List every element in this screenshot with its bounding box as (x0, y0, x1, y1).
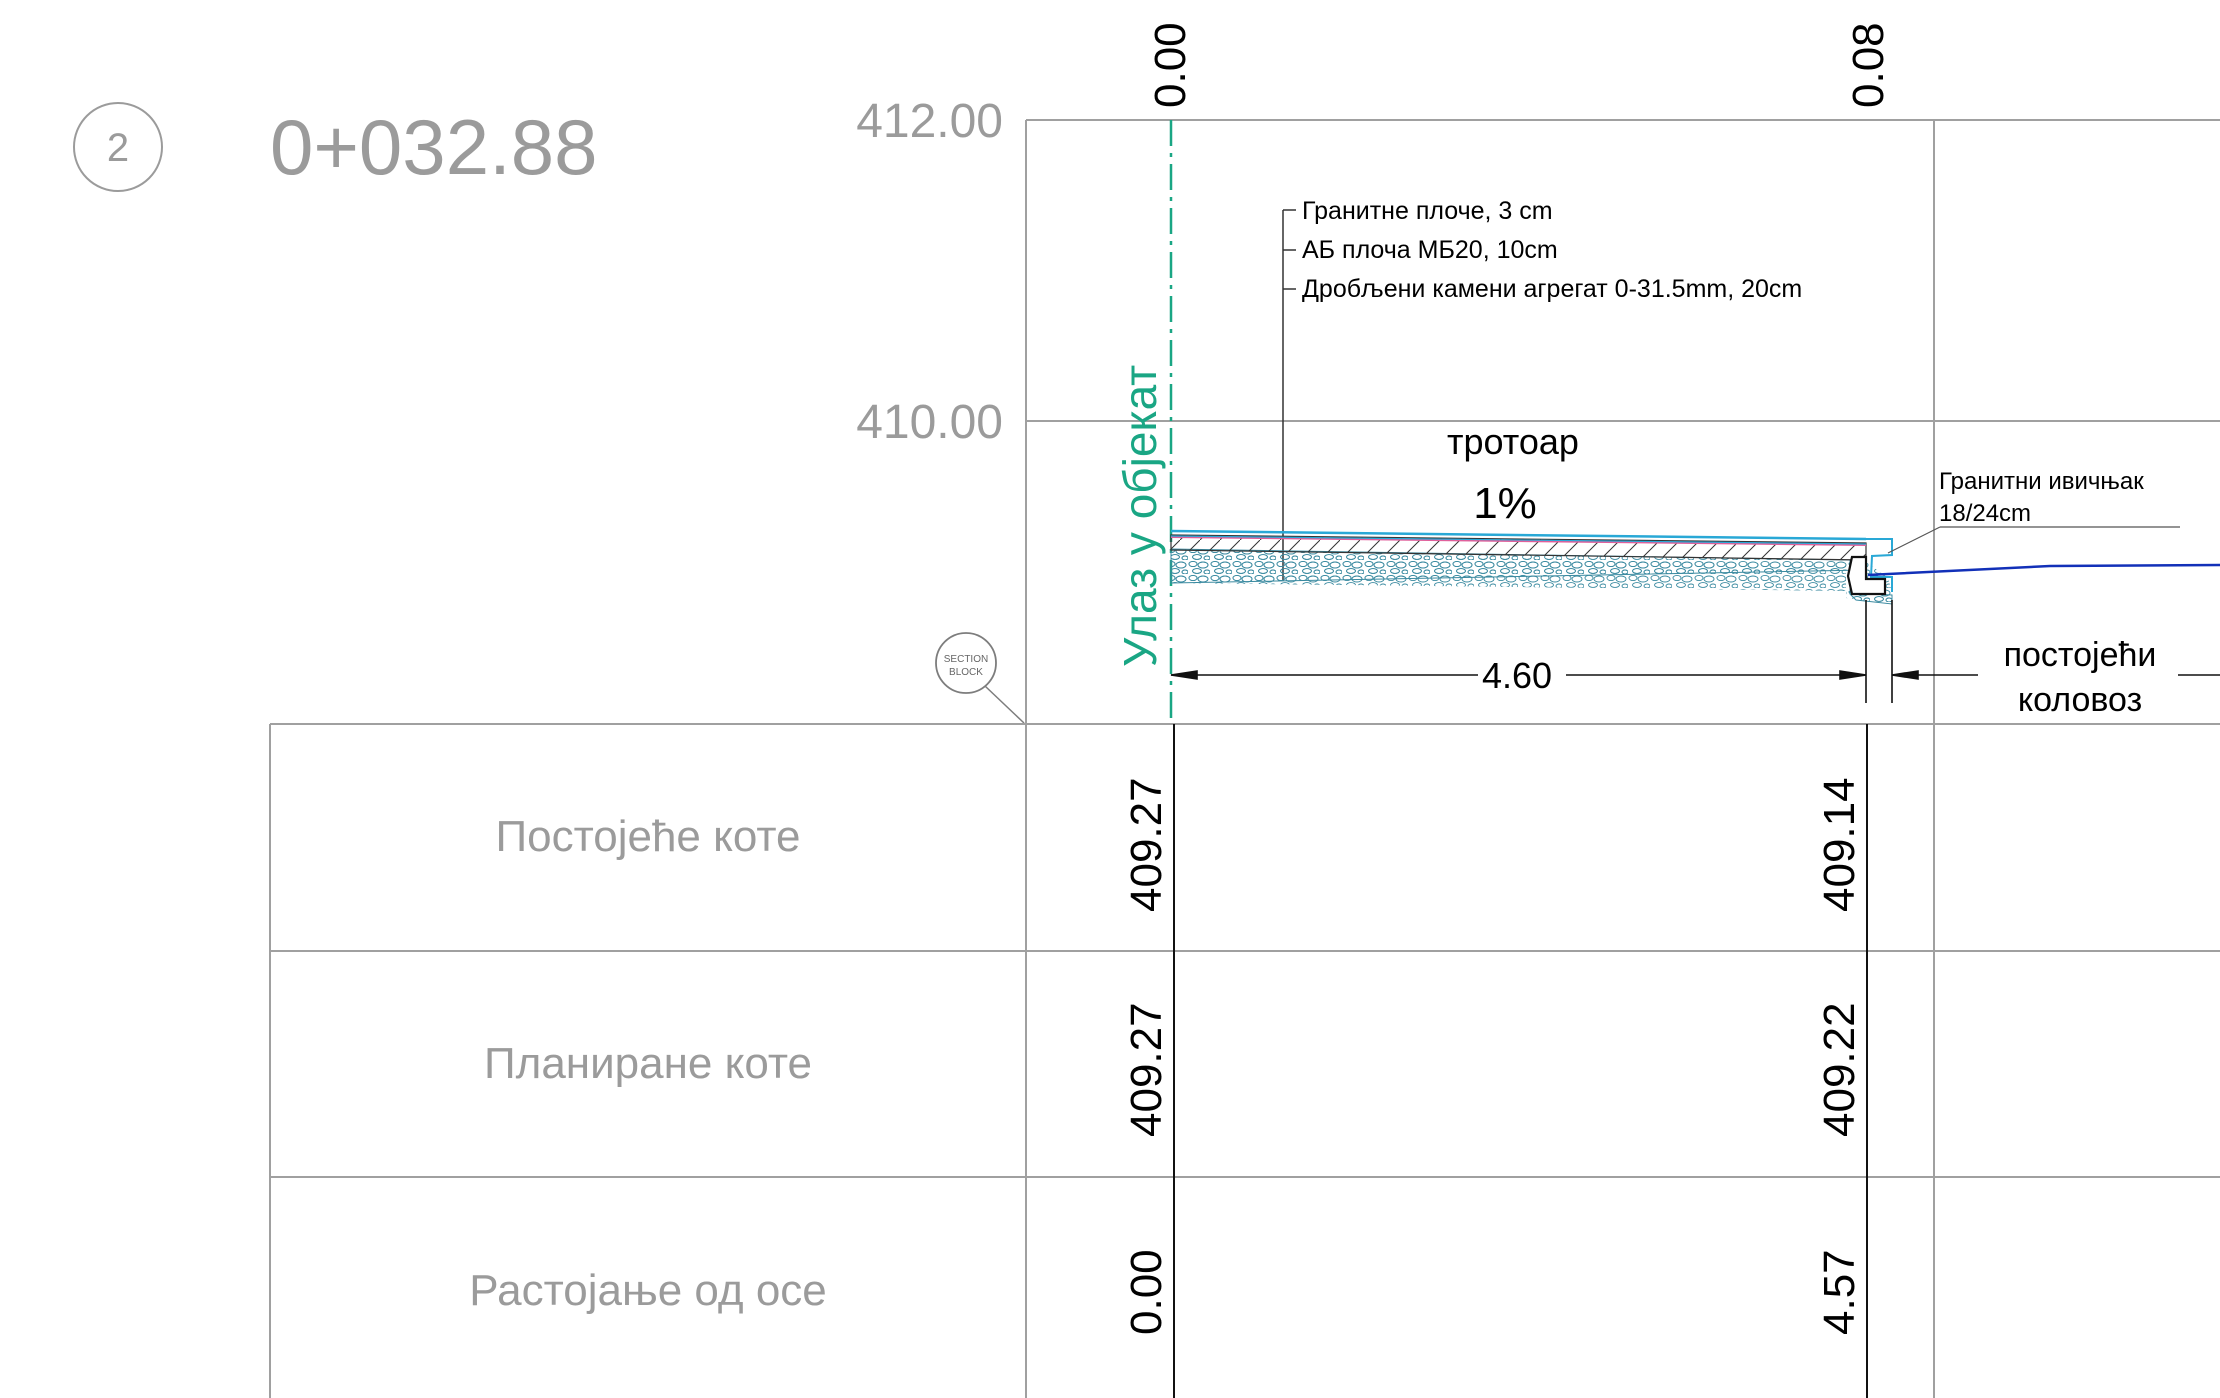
row-label-planned: Планиране коте (484, 1039, 812, 1088)
station-title: 0+032.88 (270, 103, 598, 191)
stamp-line1: SECTION (944, 654, 988, 665)
stamp-line2: BLOCK (949, 667, 983, 678)
section-number: 2 (107, 126, 129, 170)
existing-road-line (1867, 563, 2220, 577)
curb-label-line1: Гранитни ивичњак (1939, 468, 2144, 495)
sidewalk-width-dimension (1170, 600, 1893, 703)
offset-label-left: 0.00 (1146, 22, 1195, 108)
row-label-existing: Постојеће коте (495, 812, 800, 861)
road-dimension (1891, 670, 2220, 680)
table-station-lines (1173, 724, 1868, 1398)
elevation-table (269, 723, 2220, 1398)
sidewalk-width-value: 4.60 (1482, 655, 1552, 696)
entrance-label: Улаз у објекат (1114, 365, 1166, 667)
distance-value-left: 0.00 (1122, 1249, 1171, 1335)
layer-label-concrete: АБ плоча МБ20, 10cm (1302, 236, 1558, 264)
elevation-label-412: 412.00 (856, 95, 1003, 148)
layer-label-aggregate: Дробљени камени агрегат 0-31.5mm, 20cm (1302, 275, 1802, 303)
curb-label-line2: 18/24cm (1939, 500, 2031, 527)
existing-value-right: 409.14 (1815, 777, 1864, 912)
existing-value-left: 409.27 (1122, 777, 1171, 912)
planned-value-right: 409.22 (1815, 1002, 1864, 1137)
sidewalk-structure (1170, 529, 1893, 605)
curb-callout-leader (1887, 526, 2180, 554)
row-label-distance: Растојање од осе (469, 1266, 827, 1315)
road-label-line1: постојећи (2004, 636, 2157, 674)
sidewalk-slope: 1% (1473, 479, 1537, 528)
elevation-grid (1025, 119, 2220, 724)
offset-label-right: 0.08 (1844, 22, 1893, 108)
elevation-label-410: 410.00 (856, 396, 1003, 449)
section-block-stamp: SECTION BLOCK (935, 632, 1025, 724)
distance-value-right: 4.57 (1815, 1249, 1864, 1335)
section-number-badge: 2 (73, 102, 163, 192)
planned-value-left: 409.27 (1122, 1002, 1171, 1137)
layer-callout-leader (1282, 209, 1296, 580)
road-label-line2: коловоз (2018, 681, 2142, 719)
sidewalk-label: тротоар (1447, 421, 1579, 462)
layer-label-granite: Гранитне плоче, 3 cm (1302, 197, 1553, 225)
